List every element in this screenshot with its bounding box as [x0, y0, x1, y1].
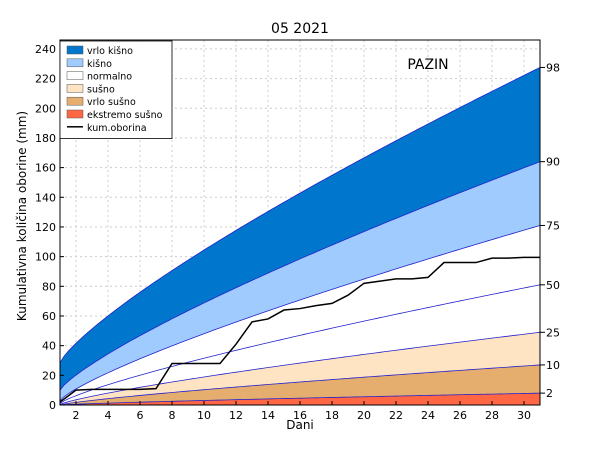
x-tick-label: 28: [485, 409, 499, 422]
legend-label: sušno: [87, 84, 115, 95]
x-tick-label: 16: [293, 409, 307, 422]
y-tick-label: 120: [35, 221, 56, 234]
y-tick-label: 140: [35, 191, 56, 204]
y-tick-label: 160: [35, 162, 56, 175]
legend-label: vrlo sušno: [87, 97, 136, 108]
legend-swatch: [66, 96, 84, 106]
band-2: [60, 161, 540, 401]
right-tick-label: 2: [546, 387, 553, 400]
y-tick-label: 20: [42, 369, 56, 382]
legend-label: ekstremo sušno: [87, 110, 163, 121]
percentile-line-p25: [59, 331, 541, 405]
band-5: [60, 364, 540, 405]
legend-swatch: [66, 71, 84, 80]
x-tick-label: 6: [137, 409, 144, 422]
y-tick-label: 0: [49, 399, 56, 412]
percentile-line-p10: [59, 364, 541, 406]
x-tick-label: 2: [73, 409, 80, 422]
band-6: [60, 393, 540, 405]
percentile-line-p98: [59, 67, 541, 363]
station-label: PAZIN: [407, 57, 448, 73]
plot-area: 2 4 6 8 10 12 14 16 18 20 22 24 26 28 3002040608010012…: [35, 39, 560, 422]
y-tick-label: 40: [42, 340, 56, 353]
legend-swatch: [66, 45, 84, 55]
percentile-line-p90: [59, 161, 541, 391]
x-axis-label: Dani: [286, 418, 314, 432]
percentile-line-p50: [59, 284, 541, 404]
right-tick-label: 90: [546, 156, 560, 169]
y-tick-label: 60: [42, 310, 56, 323]
right-tick-label: 75: [546, 219, 560, 232]
right-tick-label: 50: [546, 279, 560, 292]
legend-label: kum.oborina: [87, 123, 147, 134]
x-tick-label: 12: [229, 409, 243, 422]
y-tick-label: 180: [35, 132, 56, 145]
x-tick-label: 14: [261, 409, 275, 422]
right-tick-label: 25: [546, 326, 560, 339]
band-3: [60, 225, 540, 405]
y-tick-label: 220: [35, 73, 56, 86]
x-tick-label: 18: [325, 409, 339, 422]
y-axis-label: Kumulativna količina oborine (mm): [15, 111, 29, 321]
x-tick-label: 8: [169, 409, 176, 422]
legend-swatch: [66, 109, 84, 119]
x-tick-label: 10: [197, 409, 211, 422]
percentile-line-p75: [59, 225, 541, 401]
x-tick-label: 20: [357, 409, 371, 422]
x-tick-label: 26: [453, 409, 467, 422]
x-tick-label: 24: [421, 409, 435, 422]
legend-label: normalno: [87, 72, 132, 83]
legend-swatch: [66, 84, 84, 93]
legend-label: vrlo kišno: [87, 46, 133, 57]
y-tick-label: 200: [35, 102, 56, 115]
chart-title: 05 2021: [271, 21, 329, 37]
x-tick-label: 30: [517, 409, 531, 422]
y-tick-label: 80: [42, 280, 56, 293]
legend-swatch: [66, 58, 84, 68]
legend-label: kišno: [87, 59, 112, 70]
y-tick-label: 240: [35, 43, 56, 56]
x-tick-label: 22: [389, 409, 403, 422]
right-tick-label: 98: [546, 61, 560, 74]
band-4: [60, 332, 540, 405]
y-tick-label: 100: [35, 251, 56, 264]
x-tick-label: 4: [105, 409, 112, 422]
right-tick-label: 10: [546, 359, 560, 372]
band-1: [60, 67, 540, 391]
